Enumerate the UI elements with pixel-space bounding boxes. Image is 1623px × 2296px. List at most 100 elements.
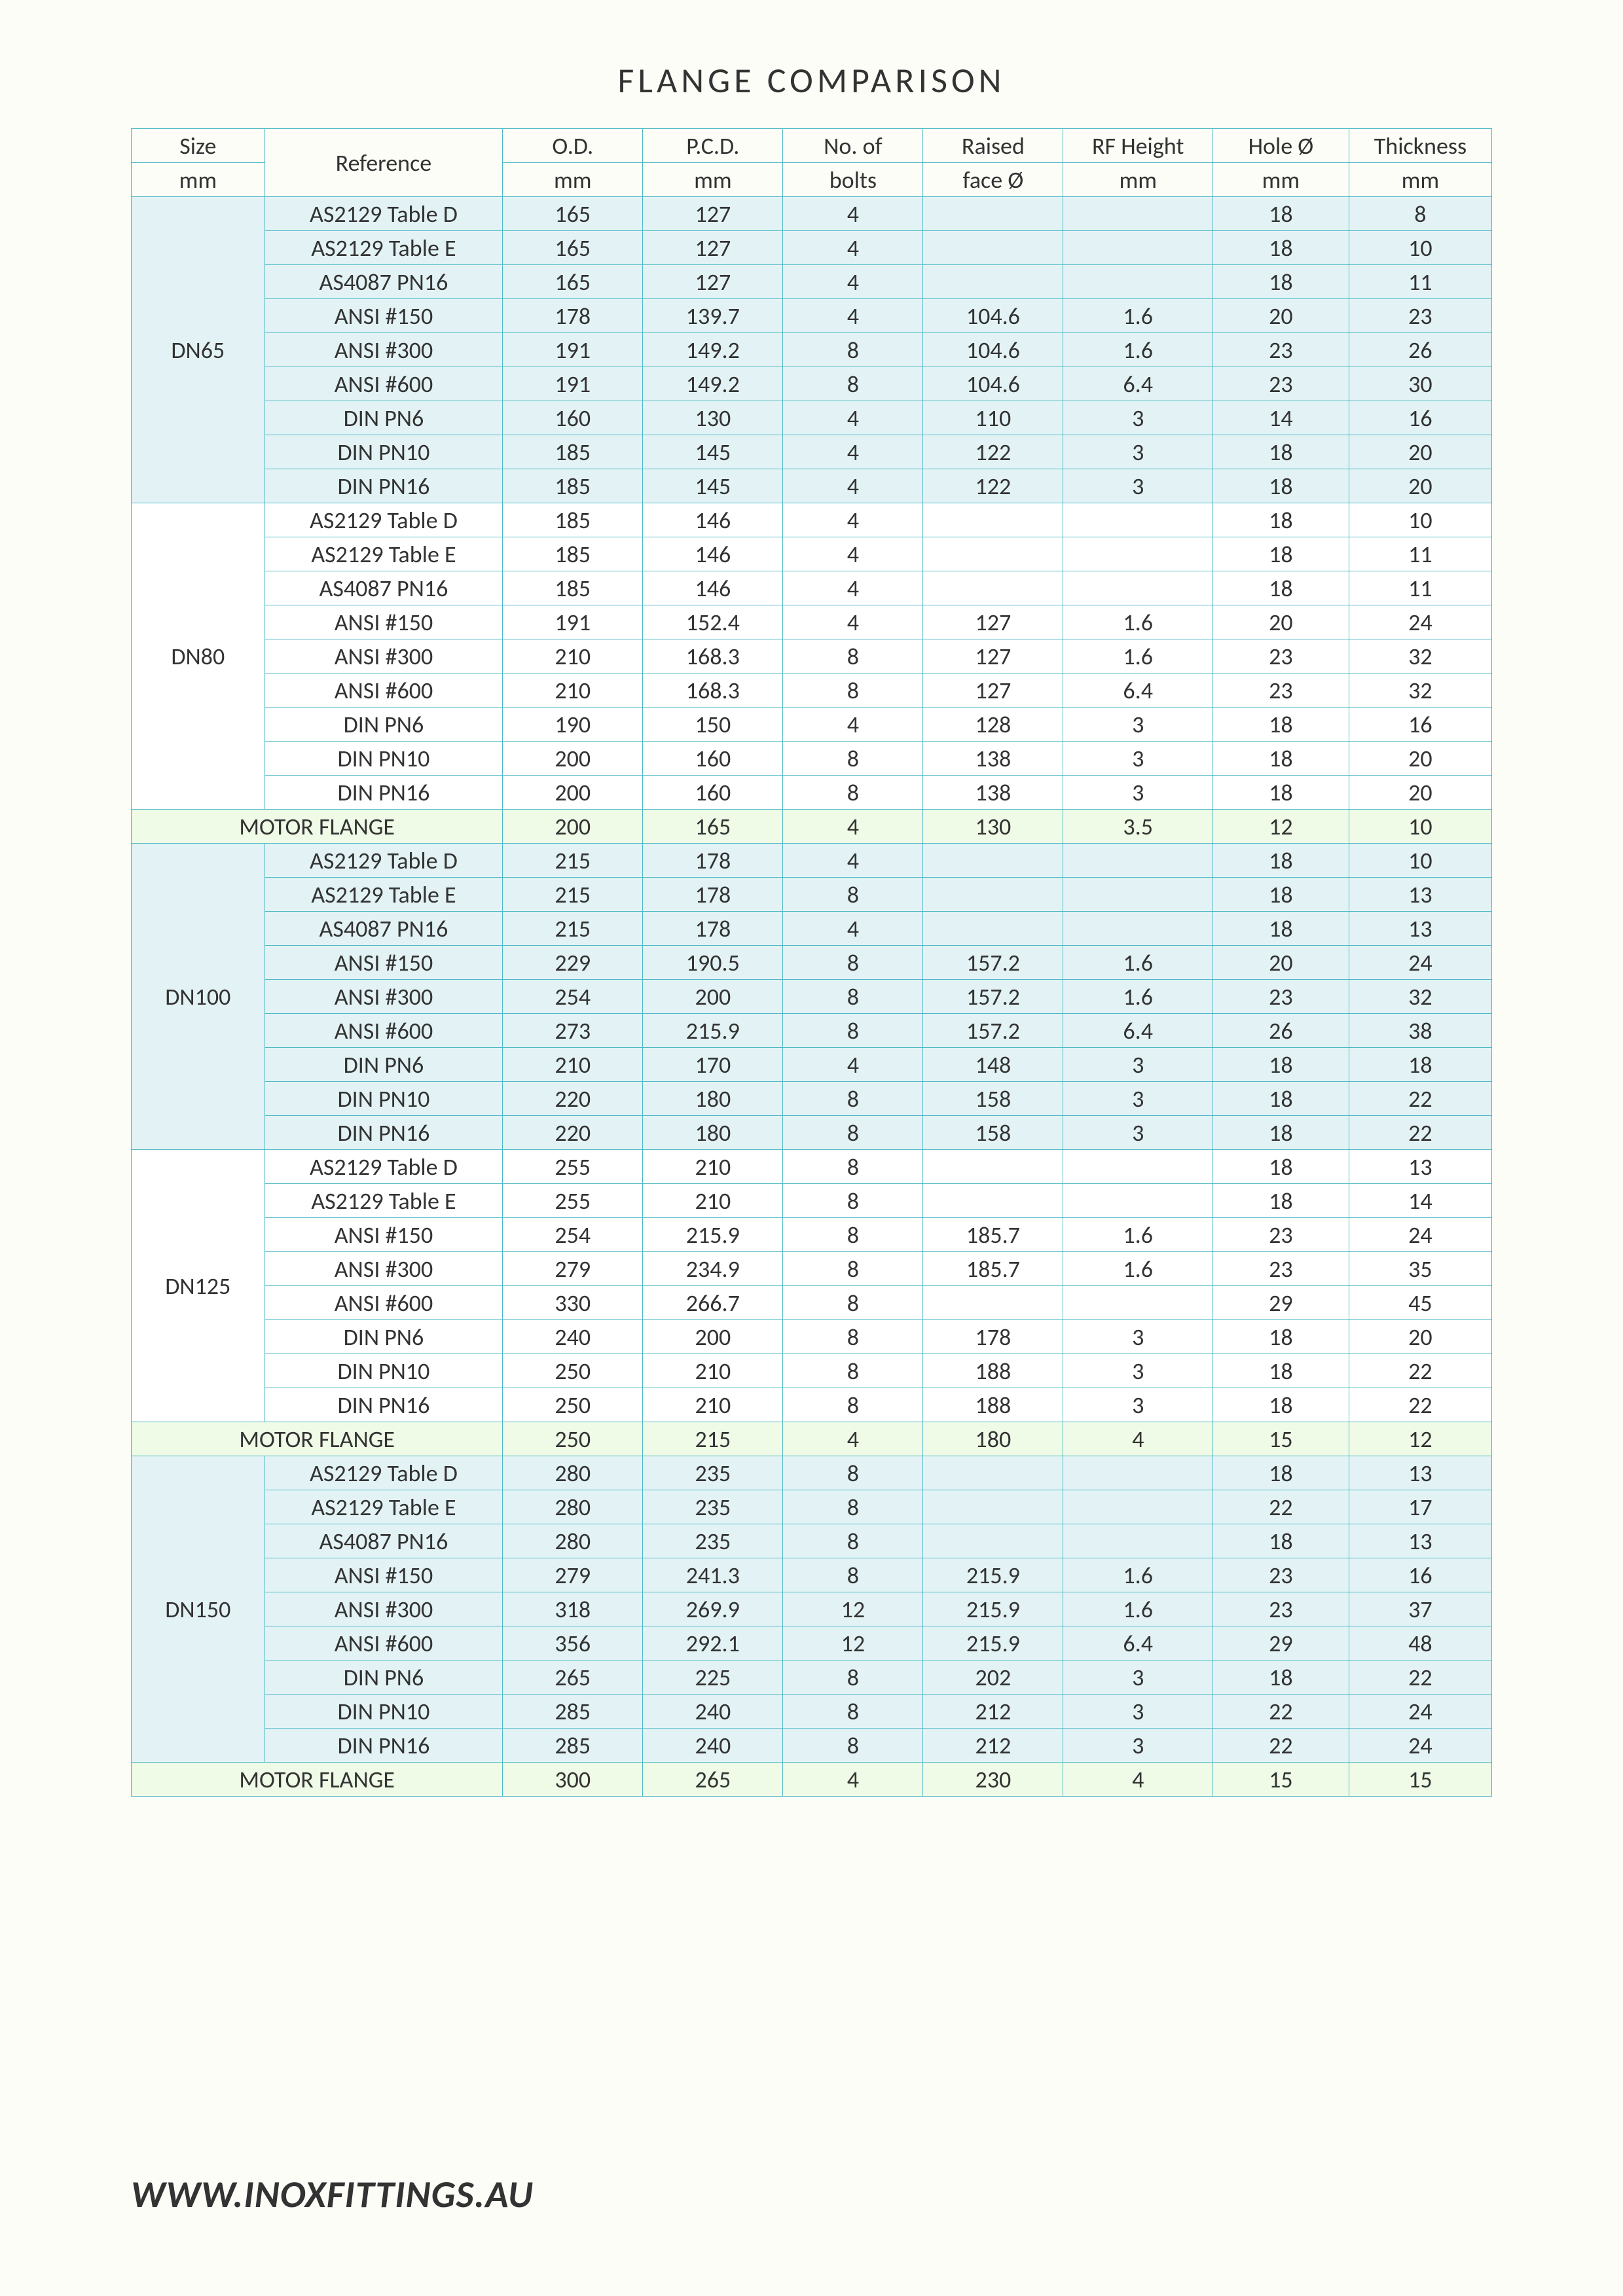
cell-od: 285 <box>503 1729 643 1763</box>
cell-bolts: 4 <box>783 299 923 333</box>
cell-thk: 20 <box>1349 742 1491 776</box>
cell-rfh: 3 <box>1063 708 1213 742</box>
table-row: DIN PN16285240821232224 <box>132 1729 1492 1763</box>
cell-bolts: 12 <box>783 1626 923 1660</box>
cell-rfh: 6.4 <box>1063 367 1213 401</box>
cell-od: 178 <box>503 299 643 333</box>
cell-pcd: 210 <box>643 1184 783 1218</box>
motor-flange-row: MOTOR FLANGE250215418041512 <box>132 1422 1492 1456</box>
cell-thk: 48 <box>1349 1626 1491 1660</box>
cell-reference: AS2129 Table D <box>264 1150 503 1184</box>
cell-hole: 18 <box>1213 231 1349 265</box>
cell-rf: 158 <box>923 1116 1063 1150</box>
cell-reference: AS2129 Table E <box>264 537 503 571</box>
cell-rfh: 1.6 <box>1063 333 1213 367</box>
cell-rf: 104.6 <box>923 299 1063 333</box>
cell-reference: ANSI #600 <box>264 367 503 401</box>
table-row: DIN PN16220180815831822 <box>132 1116 1492 1150</box>
cell-hole: 18 <box>1213 197 1349 231</box>
cell-od: 185 <box>503 571 643 605</box>
cell-od: 255 <box>503 1184 643 1218</box>
cell-rfh: 3 <box>1063 1660 1213 1695</box>
cell-rfh <box>1063 1456 1213 1490</box>
cell-pcd: 178 <box>643 844 783 878</box>
cell-pcd: 149.2 <box>643 333 783 367</box>
cell-thk: 16 <box>1349 401 1491 435</box>
cell-bolts: 8 <box>783 1082 923 1116</box>
table-row: AS4087 PN1628023581813 <box>132 1524 1492 1558</box>
cell-rf <box>923 265 1063 299</box>
cell-od: 280 <box>503 1524 643 1558</box>
cell-rfh: 3 <box>1063 469 1213 503</box>
cell-bolts: 4 <box>783 265 923 299</box>
cell-pcd: 149.2 <box>643 367 783 401</box>
cell-pcd: 235 <box>643 1490 783 1524</box>
table-row: DN65AS2129 Table D1651274188 <box>132 197 1492 231</box>
cell-rf: 215.9 <box>923 1626 1063 1660</box>
cell-hole: 18 <box>1213 776 1349 810</box>
cell-thk: 24 <box>1349 605 1491 639</box>
cell-pcd: 168.3 <box>643 673 783 708</box>
cell-rfh: 3 <box>1063 1082 1213 1116</box>
size-cell: DN65 <box>132 197 265 503</box>
table-row: ANSI #600356292.112215.96.42948 <box>132 1626 1492 1660</box>
cell-rfh <box>1063 537 1213 571</box>
cell-rf: 188 <box>923 1388 1063 1422</box>
cell-rfh <box>1063 912 1213 946</box>
cell-rf <box>923 912 1063 946</box>
table-row: DIN PN6160130411031416 <box>132 401 1492 435</box>
cell-rfh: 1.6 <box>1063 946 1213 980</box>
cell-rf: 110 <box>923 401 1063 435</box>
cell-reference: ANSI #300 <box>264 639 503 673</box>
cell-thk: 37 <box>1349 1592 1491 1626</box>
cell-od: 200 <box>503 742 643 776</box>
cell-rf: 127 <box>923 673 1063 708</box>
table-row: AS4087 PN1621517841813 <box>132 912 1492 946</box>
cell-pcd: 178 <box>643 878 783 912</box>
table-row: DIN PN10220180815831822 <box>132 1082 1492 1116</box>
cell-rf <box>923 1184 1063 1218</box>
cell-pcd: 210 <box>643 1150 783 1184</box>
cell-rfh: 1.6 <box>1063 639 1213 673</box>
cell-rf: 202 <box>923 1660 1063 1695</box>
cell-hole: 15 <box>1213 1422 1349 1456</box>
cell-hole: 18 <box>1213 503 1349 537</box>
cell-od: 254 <box>503 980 643 1014</box>
table-row: ANSI #300318269.912215.91.62337 <box>132 1592 1492 1626</box>
cell-od: 185 <box>503 469 643 503</box>
size-cell: DN125 <box>132 1150 265 1422</box>
cell-pcd: 165 <box>643 810 783 844</box>
col-hole-unit: mm <box>1213 163 1349 197</box>
table-row: ANSI #600273215.98157.26.42638 <box>132 1014 1492 1048</box>
cell-rfh: 1.6 <box>1063 980 1213 1014</box>
cell-thk: 30 <box>1349 367 1491 401</box>
cell-reference: ANSI #300 <box>264 1592 503 1626</box>
cell-rfh: 3 <box>1063 1320 1213 1354</box>
cell-bolts: 8 <box>783 367 923 401</box>
cell-pcd: 127 <box>643 265 783 299</box>
cell-thk: 22 <box>1349 1660 1491 1695</box>
cell-bolts: 8 <box>783 1354 923 1388</box>
table-row: ANSI #150191152.441271.62024 <box>132 605 1492 639</box>
cell-hole: 22 <box>1213 1695 1349 1729</box>
cell-pcd: 235 <box>643 1456 783 1490</box>
cell-pcd: 150 <box>643 708 783 742</box>
cell-reference: ANSI #300 <box>264 333 503 367</box>
cell-hole: 18 <box>1213 912 1349 946</box>
cell-rf <box>923 503 1063 537</box>
cell-thk: 32 <box>1349 980 1491 1014</box>
cell-pcd: 210 <box>643 1388 783 1422</box>
cell-hole: 18 <box>1213 571 1349 605</box>
cell-od: 356 <box>503 1626 643 1660</box>
motor-flange-label: MOTOR FLANGE <box>132 1422 503 1456</box>
cell-pcd: 210 <box>643 1354 783 1388</box>
cell-hole: 18 <box>1213 1660 1349 1695</box>
cell-bolts: 8 <box>783 1218 923 1252</box>
cell-pcd: 265 <box>643 1763 783 1797</box>
cell-pcd: 215.9 <box>643 1218 783 1252</box>
cell-od: 250 <box>503 1422 643 1456</box>
cell-pcd: 235 <box>643 1524 783 1558</box>
cell-reference: DIN PN16 <box>264 469 503 503</box>
col-bolts: No. of <box>783 129 923 163</box>
cell-rfh: 3 <box>1063 776 1213 810</box>
